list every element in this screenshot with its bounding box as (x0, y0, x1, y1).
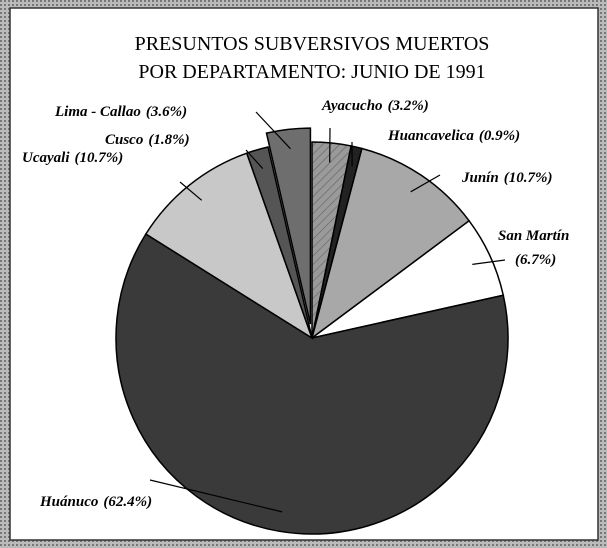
slice-value-label: (6.7%) (515, 252, 556, 268)
pie-slice (115, 232, 509, 535)
slice-label: San Martín (6.7%) (498, 228, 569, 268)
slice-value-label: (0.9%) (479, 128, 520, 144)
slice-label: Lima - Callao (3.6%) (54, 104, 187, 120)
slice-value-label: (10.7%) (504, 170, 553, 186)
slice-value-label: (62.4%) (103, 494, 152, 510)
slice-value-label: (10.7%) (74, 150, 123, 166)
slice-value-label: (3.2%) (388, 98, 429, 114)
slice-label: Cusco (1.8%) (105, 132, 190, 148)
pie-slice (265, 127, 312, 325)
leader-line (245, 149, 264, 170)
leader-line (255, 111, 291, 150)
pie-slice (144, 152, 314, 340)
pie-slice (310, 147, 471, 340)
slice-name: Huánuco (39, 494, 98, 510)
leader-line (472, 259, 506, 265)
slice-value-label: (1.8%) (148, 132, 189, 148)
chart-title: POR DEPARTAMENTO: JUNIO DE 1991 (138, 61, 485, 83)
slice-label: Ucayali (10.7%) (22, 150, 123, 166)
slice-label: Ayacucho (3.2%) (321, 98, 429, 114)
slice-name: Lima - Callao (54, 104, 141, 120)
slice-name: Ucayali (22, 150, 70, 166)
leader-line (410, 174, 441, 193)
slice-label: Huánuco (62.4%) (39, 494, 152, 510)
slice-label: Huancavelica (0.9%) (387, 128, 520, 144)
chart-title: PRESUNTOS SUBVERSIVOS MUERTOS (135, 33, 490, 55)
slice-name: Junín (461, 170, 499, 186)
slice-value-label: (3.6%) (146, 104, 187, 120)
slice-name: Ayacucho (321, 98, 383, 114)
leader-line (179, 181, 203, 201)
slice-name: Cusco (105, 132, 143, 148)
slice-label: Junín (10.7%) (461, 170, 552, 186)
slice-name: San Martín (498, 228, 569, 244)
slice-name: Huancavelica (387, 128, 474, 144)
pie-slice (245, 146, 313, 339)
leader-line (149, 479, 283, 513)
